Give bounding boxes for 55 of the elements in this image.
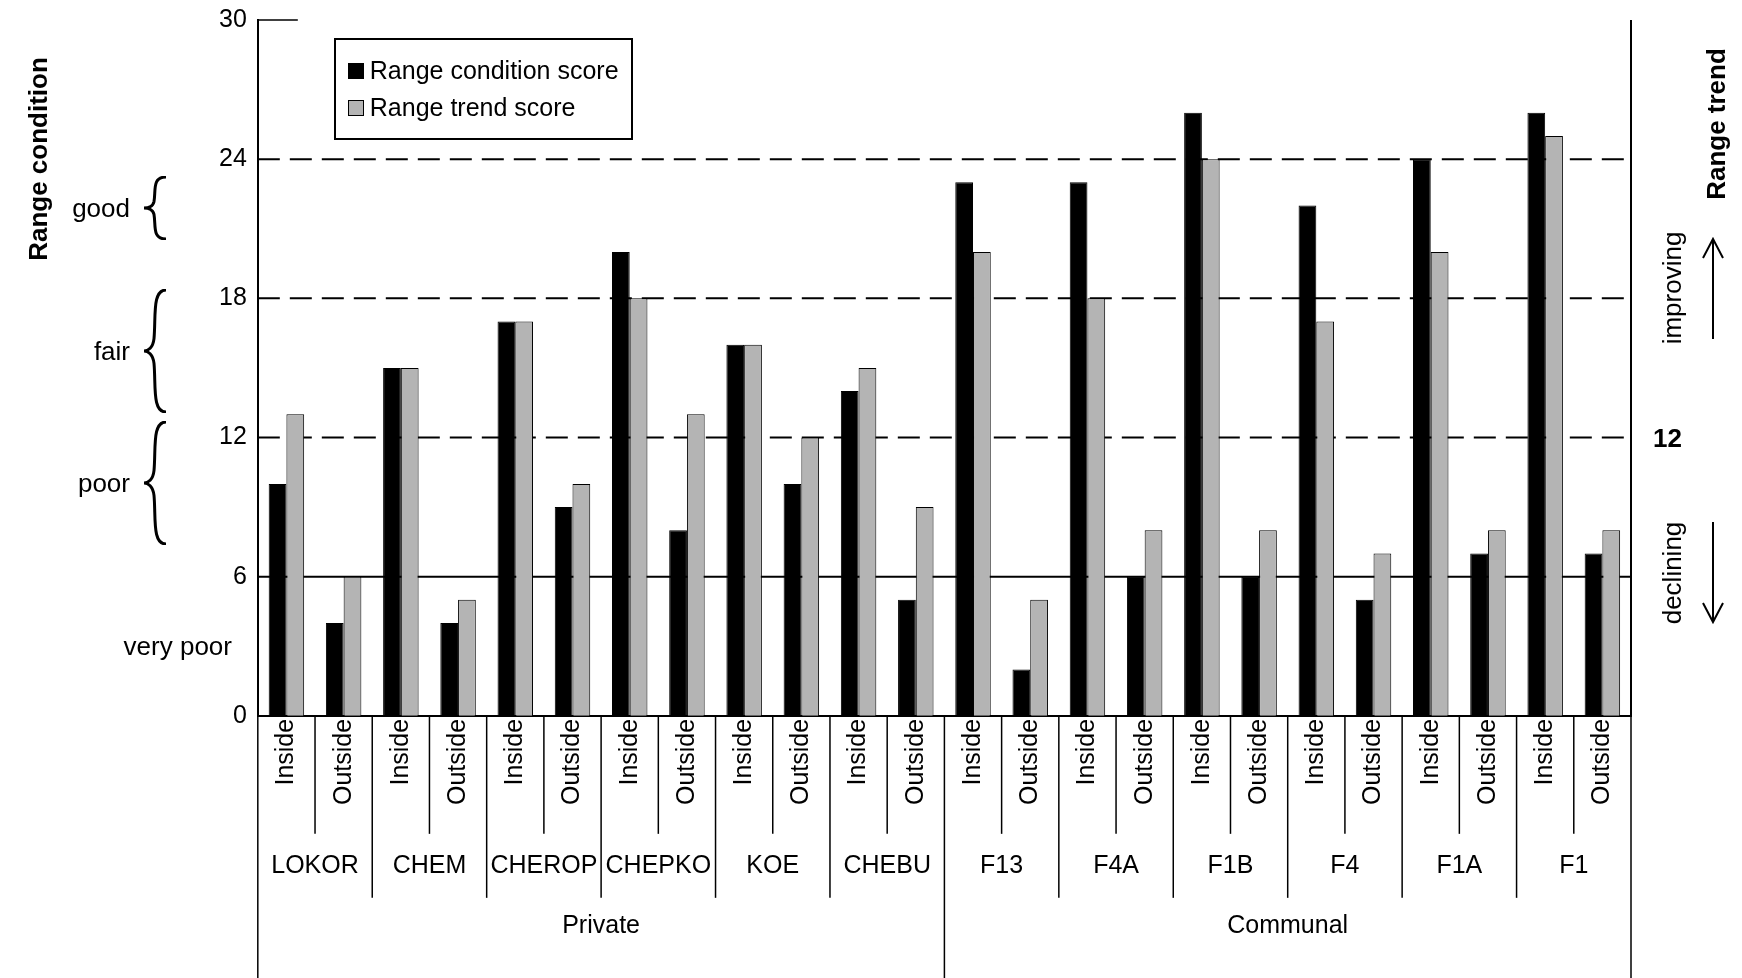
text: Private — [562, 909, 641, 938]
text: F13 — [980, 849, 1024, 878]
text: good — [72, 192, 130, 224]
x-tick-label: Inside — [384, 718, 413, 786]
x-tick-label: Outside — [1242, 718, 1271, 806]
text: F1A — [1436, 849, 1483, 878]
x-tick-label: Inside — [1300, 718, 1329, 786]
y2-axis-title: Range trend — [1700, 48, 1732, 201]
y-tick-label: 24 — [219, 143, 247, 172]
x-tick-label: Outside — [1128, 718, 1157, 806]
text: poor — [77, 467, 130, 499]
text: improving — [1656, 231, 1688, 344]
text: CHEPKO — [605, 849, 712, 878]
x-tick-label: Outside — [327, 718, 356, 806]
x-tick-label: Inside — [728, 718, 757, 786]
legend-label: Range condition score — [369, 56, 619, 85]
y-tick-label: 12 — [219, 421, 247, 450]
x-tick-label: Inside — [499, 718, 528, 786]
x-tick-label: Outside — [1586, 718, 1615, 806]
text: very poor — [123, 630, 232, 662]
x-tick-label: Inside — [1529, 718, 1558, 786]
y-tick-label: 30 — [219, 3, 247, 32]
text: CHEROP — [490, 849, 598, 878]
x-tick-label: Outside — [785, 718, 814, 806]
x-tick-label: Inside — [1071, 718, 1100, 786]
x-tick-label: Outside — [899, 718, 928, 806]
x-tick-label: Outside — [556, 718, 585, 806]
text: CHEBU — [843, 849, 931, 878]
text: 12 — [1653, 422, 1682, 453]
y-tick-label: 0 — [232, 699, 247, 728]
x-tick-label: Outside — [670, 718, 699, 806]
x-tick-label: Inside — [1185, 718, 1214, 786]
x-tick-label: Outside — [1357, 718, 1386, 806]
text: F1 — [1559, 849, 1589, 878]
y-tick-label: 6 — [232, 560, 247, 589]
text: LOKOR — [271, 849, 359, 878]
x-tick-label: Outside — [1471, 718, 1500, 806]
x-tick-label: Outside — [1014, 718, 1043, 806]
text: fair — [93, 335, 130, 367]
x-tick-label: Inside — [956, 718, 985, 786]
x-tick-label: Inside — [1414, 718, 1443, 786]
text: KOE — [746, 849, 800, 878]
x-tick-label: Outside — [441, 718, 470, 806]
x-tick-label: Inside — [613, 718, 642, 786]
text: F1B — [1207, 849, 1254, 878]
x-tick-label: Inside — [270, 718, 299, 786]
text: CHEM — [392, 849, 467, 878]
x-tick-label: Inside — [842, 718, 871, 786]
text: F4A — [1093, 849, 1140, 878]
text: declining — [1656, 521, 1688, 624]
text: Communal — [1227, 909, 1349, 938]
text: F4 — [1330, 849, 1360, 878]
y-tick-label: 18 — [219, 282, 247, 311]
legend-label: Range trend score — [369, 93, 576, 122]
text: Range condition — [22, 57, 54, 261]
